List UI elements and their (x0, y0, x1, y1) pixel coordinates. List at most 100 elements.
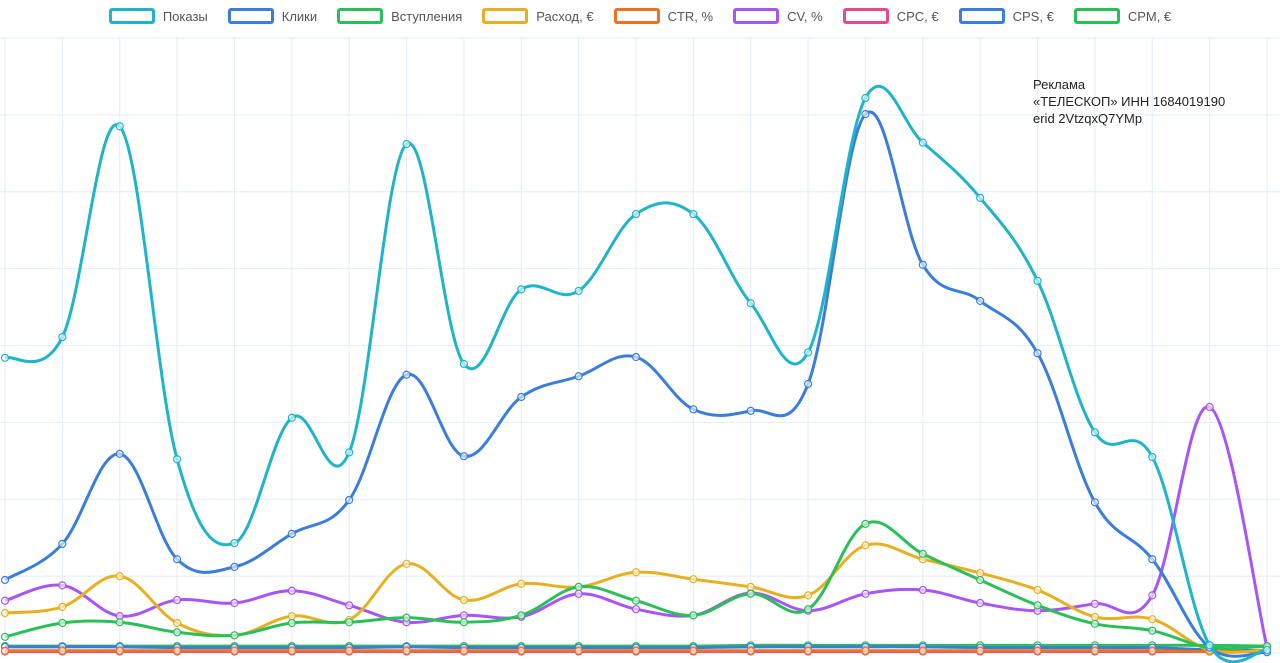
point (172, 628, 182, 637)
point (172, 618, 182, 628)
point (172, 455, 182, 464)
point (1033, 349, 1042, 358)
legend-label: Расход, € (536, 8, 594, 24)
point (746, 589, 755, 598)
point (0, 632, 10, 641)
point (230, 598, 239, 608)
point (1033, 585, 1042, 595)
legend-swatch (613, 8, 660, 24)
point (1148, 646, 1157, 655)
legend-label: CPS, € (1012, 8, 1054, 24)
legend-item[interactable]: CPC, € (842, 8, 939, 24)
point (689, 646, 698, 655)
point (287, 618, 296, 628)
point (459, 359, 469, 369)
legend-label: CPC, € (896, 8, 939, 24)
legend-label: Показы (162, 8, 208, 24)
annotation: «ТЕЛЕСКОП» ИНН 1684019190 (1033, 94, 1225, 109)
legend-item[interactable]: CPS, € (958, 8, 1054, 24)
point (459, 646, 469, 655)
legend-swatch (108, 8, 155, 24)
point (58, 646, 67, 655)
point (631, 605, 641, 614)
point (918, 549, 927, 558)
point (1262, 645, 1272, 655)
point (1148, 591, 1157, 600)
legend-label: CV, % (787, 8, 823, 24)
point (172, 555, 182, 564)
point (402, 613, 411, 622)
legend-item[interactable]: Расход, € (482, 8, 594, 24)
point (517, 611, 526, 620)
point (115, 449, 124, 458)
point (58, 539, 67, 548)
point (1205, 402, 1214, 412)
legend-swatch (337, 8, 384, 24)
legend: Показы Клики Вступления Расход, € CTR, % CV, … (0, 8, 1280, 24)
point (689, 209, 698, 219)
point (230, 631, 239, 640)
point (517, 392, 526, 402)
point (574, 372, 583, 381)
point (574, 286, 583, 296)
point (1090, 498, 1100, 507)
legend-item[interactable]: Показы (108, 8, 208, 24)
point (287, 413, 296, 422)
point (861, 110, 870, 119)
point (574, 646, 583, 655)
point (803, 605, 813, 614)
point (0, 608, 10, 618)
point (517, 285, 526, 294)
point (1033, 601, 1042, 610)
legend-item[interactable]: CTR, % (613, 8, 713, 24)
legend-item[interactable]: Клики (227, 8, 317, 24)
annotation: erid 2VtzqxQ7YMp (1033, 111, 1142, 126)
point (0, 575, 10, 585)
point (287, 586, 296, 595)
legend-swatch (958, 8, 1005, 24)
point (345, 601, 354, 610)
point (517, 579, 526, 588)
point (918, 646, 927, 655)
point (631, 596, 641, 605)
annotation: Реклама (1033, 77, 1086, 92)
legend-swatch (482, 8, 529, 24)
point (58, 332, 67, 342)
point (402, 139, 411, 149)
point (746, 406, 755, 415)
point (1148, 615, 1157, 624)
point (1205, 641, 1214, 650)
point (1090, 428, 1100, 437)
point (803, 646, 813, 655)
point (976, 646, 985, 655)
legend-item[interactable]: CV, % (733, 8, 823, 24)
legend-swatch (842, 8, 889, 24)
point (345, 646, 354, 655)
point (746, 646, 755, 655)
series-line (4, 520, 1268, 651)
series-group (0, 84, 1272, 663)
series-line (4, 110, 1268, 658)
point (574, 589, 583, 598)
legend-item[interactable]: Вступления (337, 8, 462, 24)
point (402, 370, 411, 379)
point (803, 348, 813, 357)
legend-item[interactable]: CPM, € (1073, 8, 1171, 24)
point (976, 568, 985, 578)
point (402, 646, 411, 655)
point (402, 559, 411, 568)
point (58, 618, 67, 628)
point (115, 618, 124, 627)
point (345, 618, 354, 627)
legend-swatch (1073, 8, 1120, 24)
point (689, 575, 698, 584)
point (1090, 599, 1100, 608)
grid (0, 37, 1280, 654)
point (0, 353, 10, 362)
point (861, 589, 870, 598)
point (230, 562, 239, 572)
point (631, 209, 641, 219)
point (287, 646, 296, 655)
legend-swatch (227, 8, 274, 24)
